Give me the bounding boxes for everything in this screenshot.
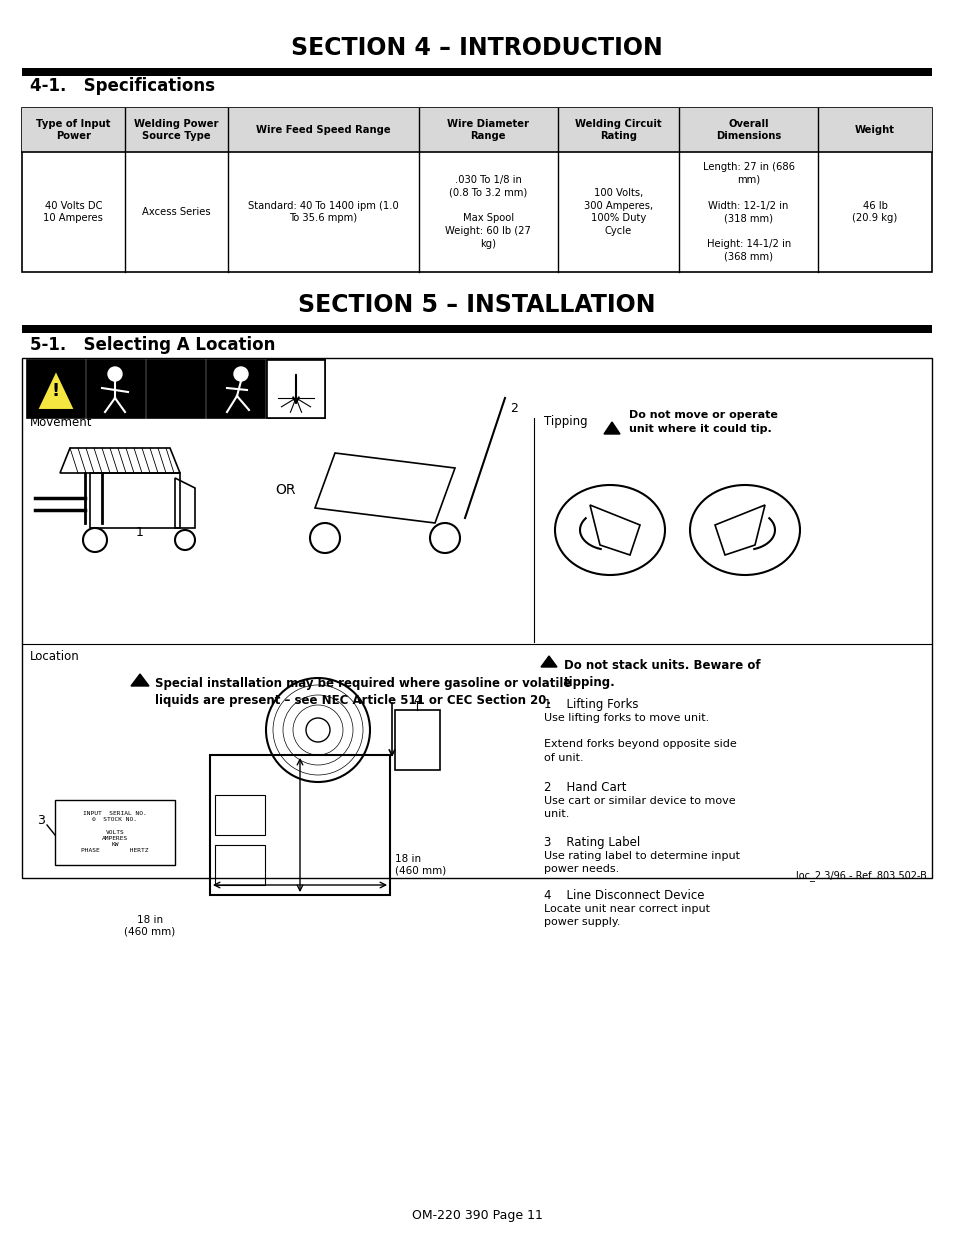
Text: 1    Lifting Forks: 1 Lifting Forks <box>543 698 638 711</box>
Text: SECTION 4 – INTRODUCTION: SECTION 4 – INTRODUCTION <box>291 36 662 61</box>
Ellipse shape <box>555 485 664 576</box>
Bar <box>207 359 265 417</box>
Circle shape <box>233 367 248 382</box>
Text: 18 in
(460 mm): 18 in (460 mm) <box>124 915 175 936</box>
Text: Use lifting forks to move unit.

Extend forks beyond opposite side
of unit.: Use lifting forks to move unit. Extend f… <box>543 713 736 762</box>
Bar <box>27 359 85 417</box>
Text: SECTION 5 – INSTALLATION: SECTION 5 – INSTALLATION <box>298 293 655 317</box>
Text: .030 To 1/8 in
(0.8 To 3.2 mm)

Max Spool
Weight: 60 lb (27
kg): .030 To 1/8 in (0.8 To 3.2 mm) Max Spool… <box>445 175 531 249</box>
Bar <box>22 68 931 77</box>
Text: Type of Input
Power: Type of Input Power <box>36 120 111 141</box>
Text: Location: Location <box>30 650 80 662</box>
Bar <box>267 359 325 417</box>
Text: 5-1.   Selecting A Location: 5-1. Selecting A Location <box>30 336 275 354</box>
Text: Standard: 40 To 1400 ipm (1.0
To 35.6 mpm): Standard: 40 To 1400 ipm (1.0 To 35.6 mp… <box>248 200 398 224</box>
Text: 40 Volts DC
10 Amperes: 40 Volts DC 10 Amperes <box>44 200 103 224</box>
Circle shape <box>108 367 122 382</box>
Ellipse shape <box>689 485 800 576</box>
Text: Welding Power
Source Type: Welding Power Source Type <box>133 120 218 141</box>
Text: Do not move or operate
unit where it could tip.: Do not move or operate unit where it cou… <box>628 410 777 433</box>
Text: 2: 2 <box>510 401 517 415</box>
Text: Length: 27 in (686
mm)

Width: 12-1/2 in
(318 mm)

Height: 14-1/2 in
(368 mm): Length: 27 in (686 mm) Width: 12-1/2 in … <box>702 162 794 262</box>
Text: Use rating label to determine input
power needs.: Use rating label to determine input powe… <box>543 851 740 874</box>
Bar <box>22 107 931 152</box>
Text: 1: 1 <box>136 526 144 540</box>
Text: Do not stack units. Beware of
tipping.: Do not stack units. Beware of tipping. <box>563 659 760 689</box>
Text: 100 Volts,
300 Amperes,
100% Duty
Cycle: 100 Volts, 300 Amperes, 100% Duty Cycle <box>583 188 653 236</box>
Text: Use cart or similar device to move
unit.: Use cart or similar device to move unit. <box>543 797 735 819</box>
Text: 3: 3 <box>37 814 45 826</box>
Bar <box>22 107 931 272</box>
Text: Special installation may be required where gasoline or volatile
liquids are pres: Special installation may be required whe… <box>154 677 571 706</box>
Bar <box>22 358 931 878</box>
Text: 4-1.   Specifications: 4-1. Specifications <box>30 77 214 95</box>
Text: OM-220 390 Page 11: OM-220 390 Page 11 <box>411 1209 542 1221</box>
Text: 46 lb
(20.9 kg): 46 lb (20.9 kg) <box>852 200 897 224</box>
Bar <box>147 359 205 417</box>
Bar <box>55 800 174 864</box>
Bar <box>267 359 325 417</box>
Bar <box>210 755 390 895</box>
Text: 4: 4 <box>413 694 420 706</box>
Text: 3    Rating Label: 3 Rating Label <box>543 836 639 848</box>
Polygon shape <box>540 656 557 667</box>
Text: Wire Feed Speed Range: Wire Feed Speed Range <box>255 125 390 135</box>
Text: Weight: Weight <box>854 125 894 135</box>
Text: Axcess Series: Axcess Series <box>142 207 211 217</box>
Text: Tipping: Tipping <box>543 415 587 429</box>
Text: 18 in
(460 mm): 18 in (460 mm) <box>395 855 446 876</box>
Bar <box>214 845 265 885</box>
Text: Movement: Movement <box>30 415 92 429</box>
Text: loc_2 3/96 - Ref. 803 502-B: loc_2 3/96 - Ref. 803 502-B <box>796 869 926 881</box>
Bar <box>214 795 265 835</box>
Polygon shape <box>603 422 619 433</box>
Bar <box>22 325 931 333</box>
Bar <box>395 710 439 769</box>
Text: 2    Hand Cart: 2 Hand Cart <box>543 781 626 794</box>
Polygon shape <box>37 370 75 410</box>
Text: Welding Circuit
Rating: Welding Circuit Rating <box>575 120 661 141</box>
Bar <box>90 473 180 529</box>
Text: Locate unit near correct input
power supply.: Locate unit near correct input power sup… <box>543 904 709 927</box>
Text: 4    Line Disconnect Device: 4 Line Disconnect Device <box>543 889 703 902</box>
Polygon shape <box>131 674 149 685</box>
Text: OR: OR <box>275 483 296 496</box>
Text: Wire Diameter
Range: Wire Diameter Range <box>447 120 529 141</box>
Text: 🔥: 🔥 <box>168 375 184 403</box>
Text: !: ! <box>51 382 60 400</box>
Bar <box>87 359 145 417</box>
Text: Overall
Dimensions: Overall Dimensions <box>716 120 781 141</box>
Text: INPUT  SERIAL NO.
⊙  STOCK NO.

VOLTS
AMPERES
KW
PHASE        HERTZ: INPUT SERIAL NO. ⊙ STOCK NO. VOLTS AMPER… <box>81 811 149 853</box>
